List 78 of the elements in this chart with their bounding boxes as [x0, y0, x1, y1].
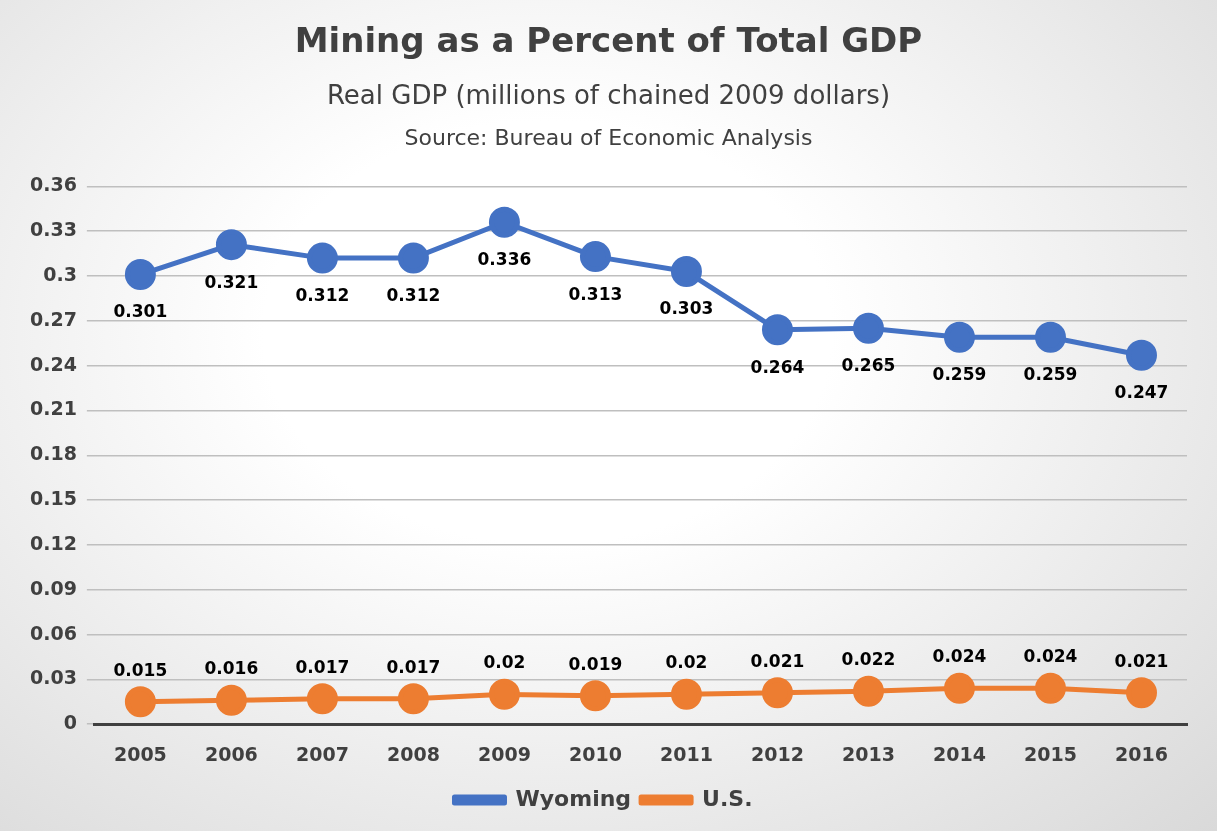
data-label: 0.312 [386, 285, 441, 306]
data-label: 0.264 [750, 356, 805, 377]
x-tick-label: 2013 [842, 742, 895, 765]
data-label: 0.02 [665, 652, 708, 673]
y-tick-label: 0 [63, 711, 77, 734]
data-label: 0.02 [483, 652, 526, 673]
x-tick-label: 2012 [751, 742, 804, 765]
point [215, 229, 247, 261]
x-tick-label: 2009 [477, 742, 531, 765]
point [761, 677, 793, 709]
point [124, 686, 156, 718]
x-tick-label: 2007 [295, 742, 349, 765]
data-label: 0.021 [1114, 650, 1169, 671]
x-tick-label: 2016 [1115, 742, 1168, 765]
point [215, 684, 247, 716]
y-tick-label: 0.27 [29, 307, 77, 330]
point [1125, 677, 1157, 709]
data-label: 0.303 [659, 298, 714, 319]
y-tick-label: 0.18 [29, 442, 77, 465]
legend-label: Wyoming [515, 785, 632, 811]
data-label: 0.015 [113, 659, 168, 680]
point [761, 314, 793, 346]
x-tick-label: 2010 [568, 742, 622, 765]
point [670, 678, 702, 710]
y-tick-label: 0.24 [29, 352, 77, 375]
data-label: 0.017 [295, 656, 350, 677]
y-tick-label: 0.21 [29, 397, 77, 420]
x-tick-label: 2011 [660, 742, 713, 765]
data-label: 0.022 [841, 649, 896, 670]
point [579, 680, 611, 712]
data-label: 0.259 [932, 364, 987, 385]
y-tick-label: 0.36 [29, 173, 77, 196]
x-tick-label: 2015 [1024, 742, 1077, 765]
point [1034, 321, 1066, 353]
y-tick-label: 0.12 [29, 531, 77, 554]
data-label: 0.301 [113, 301, 168, 322]
x-tick-label: 2006 [204, 742, 258, 765]
data-label: 0.017 [386, 656, 441, 677]
point [397, 242, 429, 274]
data-label: 0.247 [1114, 382, 1169, 403]
point [306, 683, 338, 715]
y-tick-label: 0.3 [43, 262, 77, 285]
data-label: 0.019 [568, 653, 623, 674]
point [943, 672, 975, 704]
data-label: 0.024 [1023, 646, 1078, 667]
point [670, 256, 702, 288]
chart-subtitle: Real GDP (millions of chained 2009 dollars) [325, 80, 892, 110]
point [306, 242, 338, 274]
y-tick-label: 0.15 [29, 487, 77, 510]
data-label: 0.312 [295, 285, 350, 306]
y-tick-label: 0.03 [29, 666, 77, 689]
chart-title: Mining as a Percent of Total GDP [293, 20, 924, 60]
point [488, 678, 520, 710]
legend-label: U.S. [702, 785, 753, 811]
point [1034, 672, 1066, 704]
point [852, 312, 884, 344]
data-label: 0.313 [568, 283, 623, 304]
point [943, 321, 975, 353]
source-note: Source: Bureau of Economic Analysis [403, 125, 814, 150]
data-label: 0.016 [204, 658, 259, 679]
data-label: 0.021 [750, 650, 805, 671]
point [397, 683, 429, 715]
data-label: 0.024 [932, 646, 987, 667]
point [852, 675, 884, 707]
data-label: 0.336 [477, 249, 532, 270]
x-tick-label: 2014 [933, 742, 986, 765]
point [579, 241, 611, 273]
x-tick-label: 2008 [386, 742, 440, 765]
y-tick-label: 0.06 [29, 621, 77, 644]
y-tick-label: 0.33 [29, 218, 77, 241]
y-tick-label: 0.09 [29, 576, 77, 599]
point [488, 206, 520, 238]
data-label: 0.259 [1023, 364, 1078, 385]
data-label: 0.321 [204, 271, 259, 292]
data-label: 0.265 [841, 355, 896, 376]
point [1125, 339, 1157, 371]
x-tick-label: 2005 [113, 742, 167, 765]
point [124, 259, 156, 291]
